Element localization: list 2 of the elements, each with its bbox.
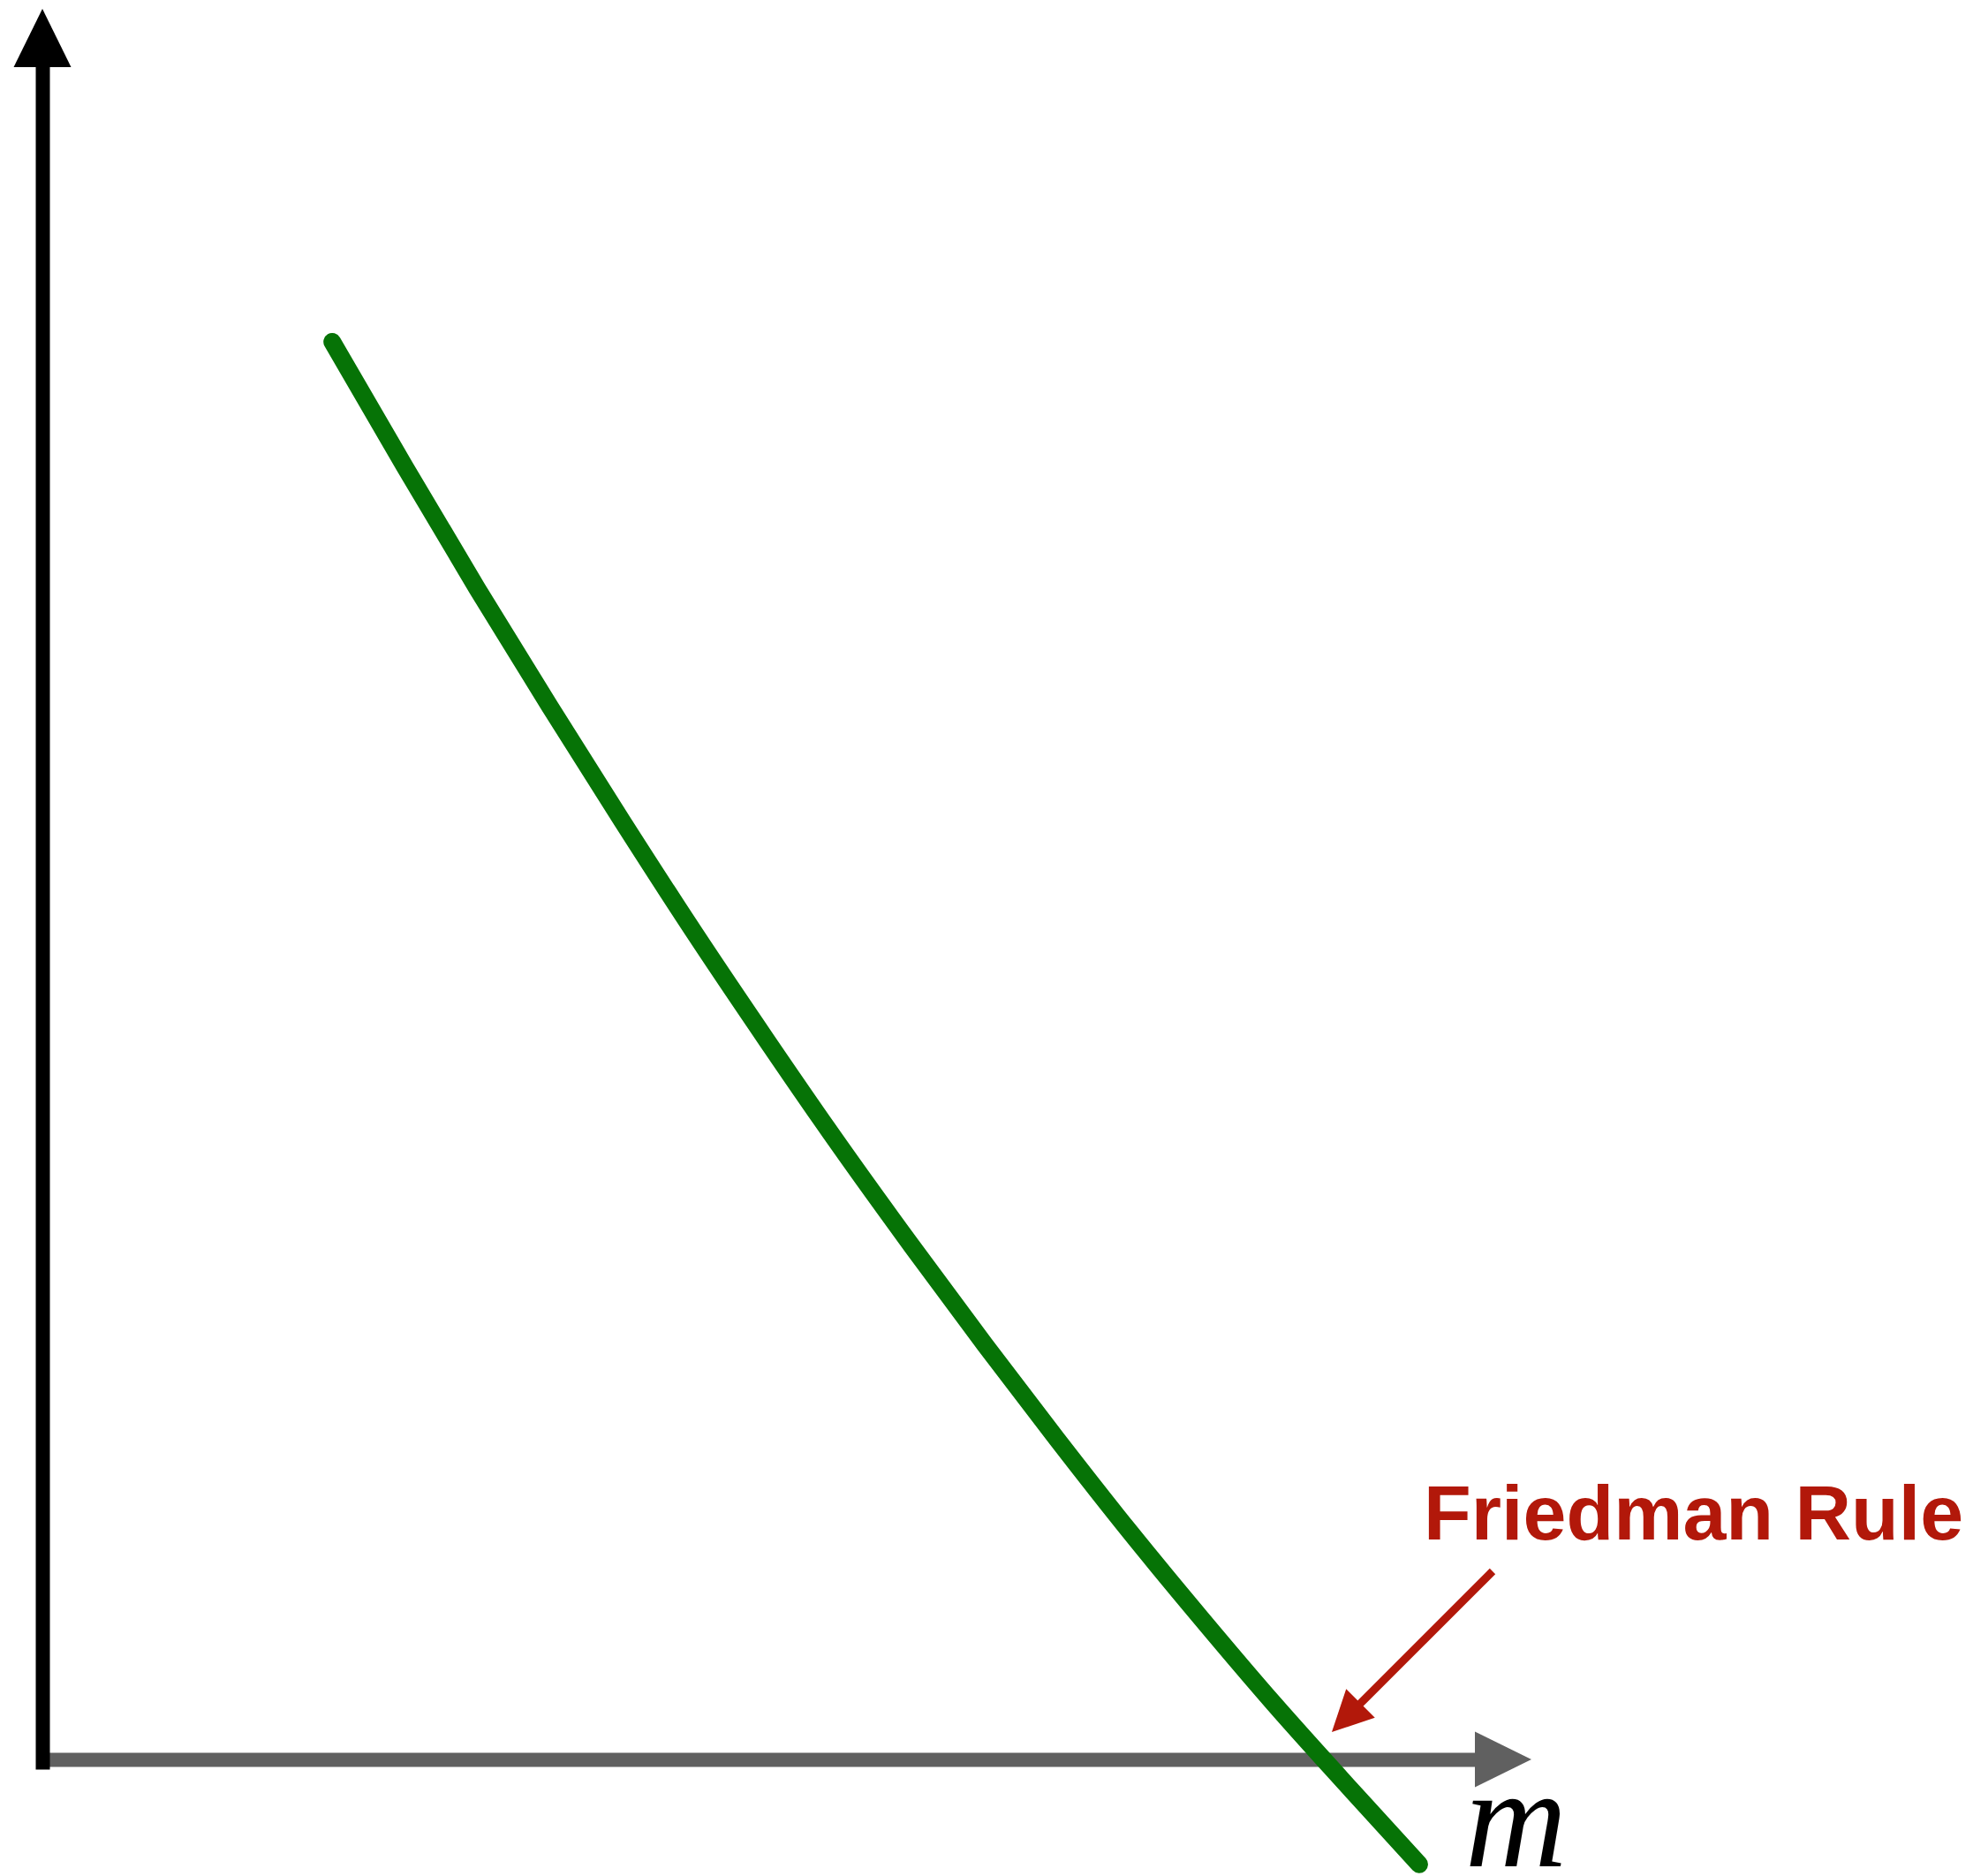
x-axis-title: m [1464, 1739, 1568, 1876]
annotation: Friedman Rule [1423, 1469, 1964, 1556]
